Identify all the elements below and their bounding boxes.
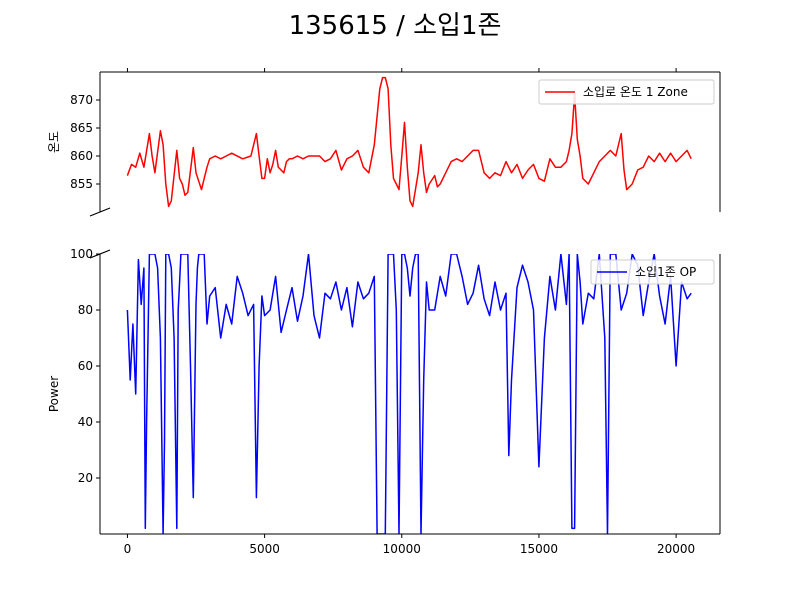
xtick-label-15000: 15000 bbox=[520, 542, 558, 556]
panel-bottom: 20 40 60 80 100 0 5000 10000 15000 20000 Power 소입… bbox=[47, 247, 721, 556]
bottom-ytick-label-80: 80 bbox=[78, 303, 93, 317]
bottom-legend-label: 소입1존 OP bbox=[635, 265, 696, 279]
bottom-ytick-label-60: 60 bbox=[78, 359, 93, 373]
top-legend: 소입로 온도 1 Zone bbox=[538, 79, 715, 105]
bottom-legend-box bbox=[590, 259, 715, 285]
top-ytick-label-855: 855 bbox=[70, 177, 93, 191]
chart-title: 135615 / 소입1존 bbox=[289, 11, 502, 41]
bottom-axis-ticks: 20 40 60 80 100 0 5000 10000 15000 20000 bbox=[70, 247, 695, 556]
bottom-legend: 소입1존 OP bbox=[590, 259, 715, 285]
xtick-label-20000: 20000 bbox=[657, 542, 695, 556]
bottom-series-lines bbox=[126, 254, 692, 534]
top-ytick-label-870: 870 bbox=[70, 93, 93, 107]
bottom-ytick-label-20: 20 bbox=[78, 471, 93, 485]
top-ytick-label-860: 860 bbox=[70, 149, 93, 163]
top-legend-box bbox=[538, 79, 715, 105]
xtick-label-5000: 5000 bbox=[249, 542, 280, 556]
bottom-series-line-0 bbox=[126, 254, 692, 534]
top-series-line-0 bbox=[126, 76, 692, 208]
top-series-lines bbox=[126, 76, 692, 208]
xtick-label-10000: 10000 bbox=[383, 542, 421, 556]
top-legend-label: 소입로 온도 1 Zone bbox=[583, 85, 688, 99]
top-axis-ticks: 855 860 865 870 bbox=[70, 68, 677, 191]
bottom-ytick-label-100: 100 bbox=[70, 247, 93, 261]
axis-break-top bbox=[89, 207, 111, 217]
xtick-label-0: 0 bbox=[124, 542, 132, 556]
top-ytick-label-865: 865 bbox=[70, 121, 93, 135]
bottom-axis-ylabel: Power bbox=[47, 376, 61, 412]
top-axis-ylabel: 온도 bbox=[47, 131, 61, 153]
panel-top: 855 860 865 870 온도 소입로 온도 1 Zone bbox=[47, 68, 721, 212]
bottom-ytick-label-40: 40 bbox=[78, 415, 93, 429]
